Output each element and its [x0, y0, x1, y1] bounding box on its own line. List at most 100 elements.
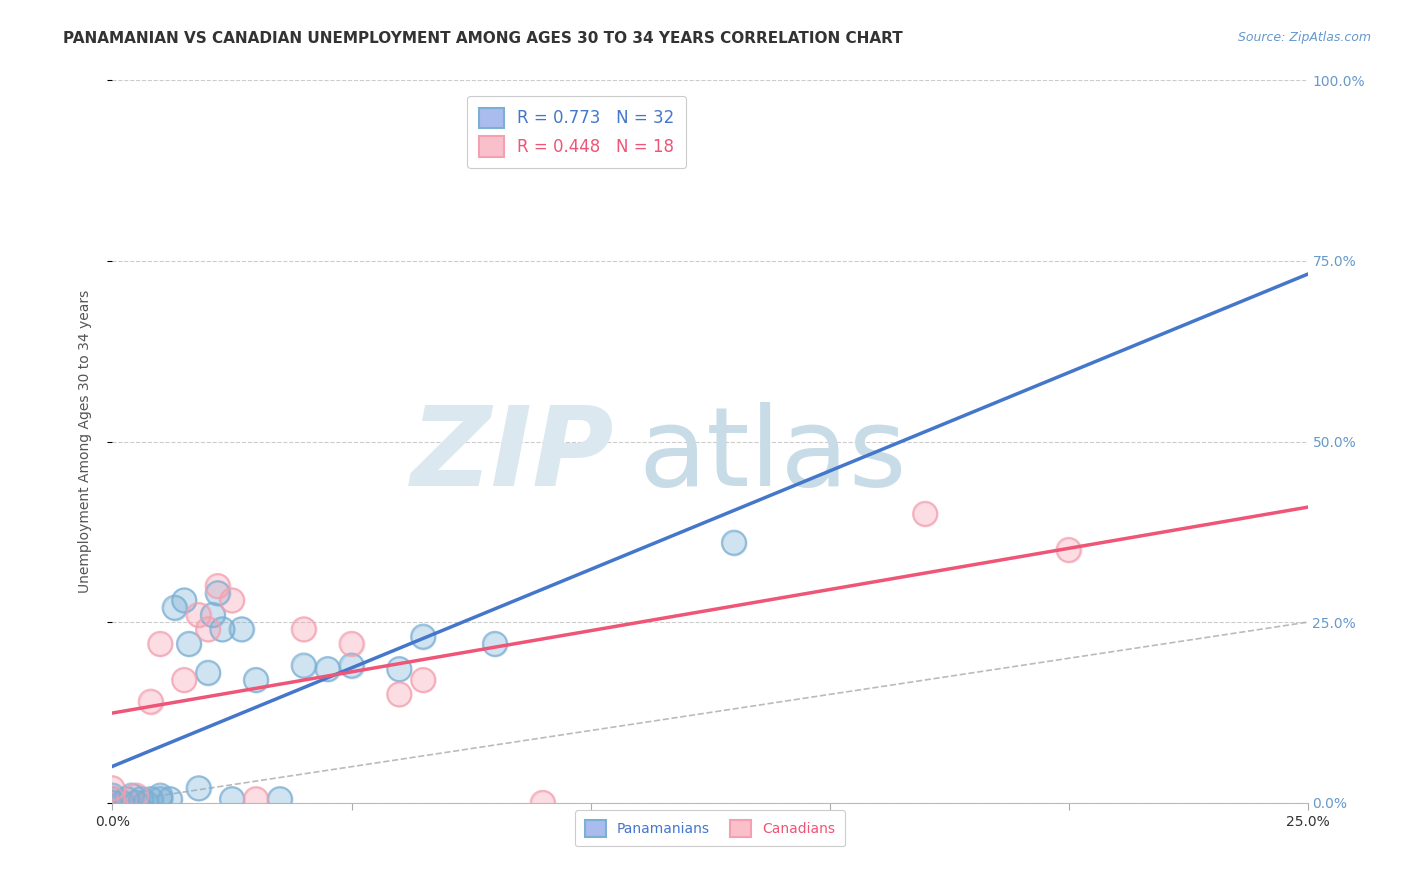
Point — [163, 600, 186, 615]
Point — [149, 789, 172, 803]
Point — [149, 792, 172, 806]
Point — [207, 586, 229, 600]
Point — [111, 796, 134, 810]
Point — [412, 630, 434, 644]
Point — [187, 781, 209, 796]
Point — [149, 637, 172, 651]
Point — [316, 662, 339, 676]
Point — [292, 623, 315, 637]
Point — [211, 623, 233, 637]
Point — [125, 796, 148, 810]
Point — [207, 579, 229, 593]
Point — [101, 792, 124, 806]
Point — [201, 607, 224, 622]
Point — [125, 789, 148, 803]
Point — [412, 630, 434, 644]
Point — [101, 796, 124, 810]
Point — [1057, 542, 1080, 557]
Point — [135, 796, 157, 810]
Point — [197, 623, 219, 637]
Point — [149, 792, 172, 806]
Point — [135, 796, 157, 810]
Y-axis label: Unemployment Among Ages 30 to 34 years: Unemployment Among Ages 30 to 34 years — [77, 290, 91, 593]
Point — [121, 789, 143, 803]
Point — [531, 796, 554, 810]
Legend: Panamanians, Canadians: Panamanians, Canadians — [575, 810, 845, 847]
Point — [101, 792, 124, 806]
Point — [723, 535, 745, 549]
Point — [101, 789, 124, 803]
Point — [125, 789, 148, 803]
Point — [388, 687, 411, 701]
Point — [221, 593, 243, 607]
Point — [292, 658, 315, 673]
Point — [340, 658, 363, 673]
Point — [173, 593, 195, 607]
Point — [159, 792, 181, 806]
Point — [388, 662, 411, 676]
Point — [115, 792, 138, 806]
Point — [211, 623, 233, 637]
Point — [177, 637, 200, 651]
Point — [531, 796, 554, 810]
Point — [101, 789, 124, 803]
Point — [187, 781, 209, 796]
Point — [269, 792, 291, 806]
Text: ZIP: ZIP — [411, 402, 614, 509]
Point — [412, 673, 434, 687]
Point — [316, 662, 339, 676]
Point — [173, 673, 195, 687]
Point — [101, 781, 124, 796]
Point — [388, 687, 411, 701]
Text: PANAMANIAN VS CANADIAN UNEMPLOYMENT AMONG AGES 30 TO 34 YEARS CORRELATION CHART: PANAMANIAN VS CANADIAN UNEMPLOYMENT AMON… — [63, 31, 903, 46]
Point — [173, 593, 195, 607]
Point — [125, 796, 148, 810]
Point — [231, 623, 253, 637]
Point — [245, 673, 267, 687]
Point — [207, 586, 229, 600]
Point — [723, 535, 745, 549]
Point — [101, 792, 124, 806]
Point — [914, 507, 936, 521]
Point — [221, 792, 243, 806]
Point — [484, 637, 506, 651]
Point — [269, 792, 291, 806]
Point — [245, 792, 267, 806]
Point — [101, 792, 124, 806]
Point — [340, 658, 363, 673]
Point — [121, 789, 143, 803]
Text: Source: ZipAtlas.com: Source: ZipAtlas.com — [1237, 31, 1371, 45]
Point — [221, 792, 243, 806]
Point — [1057, 542, 1080, 557]
Point — [187, 607, 209, 622]
Point — [231, 623, 253, 637]
Point — [221, 593, 243, 607]
Point — [129, 792, 152, 806]
Point — [115, 792, 138, 806]
Point — [173, 673, 195, 687]
Point — [914, 507, 936, 521]
Point — [197, 665, 219, 680]
Point — [245, 673, 267, 687]
Point — [201, 607, 224, 622]
Point — [163, 600, 186, 615]
Point — [111, 796, 134, 810]
Point — [101, 781, 124, 796]
Point — [292, 658, 315, 673]
Point — [139, 792, 162, 806]
Point — [197, 623, 219, 637]
Point — [139, 695, 162, 709]
Point — [187, 607, 209, 622]
Point — [149, 789, 172, 803]
Point — [177, 637, 200, 651]
Point — [245, 792, 267, 806]
Point — [139, 695, 162, 709]
Point — [292, 623, 315, 637]
Point — [207, 579, 229, 593]
Point — [159, 792, 181, 806]
Point — [340, 637, 363, 651]
Point — [101, 796, 124, 810]
Point — [129, 792, 152, 806]
Point — [412, 673, 434, 687]
Point — [139, 792, 162, 806]
